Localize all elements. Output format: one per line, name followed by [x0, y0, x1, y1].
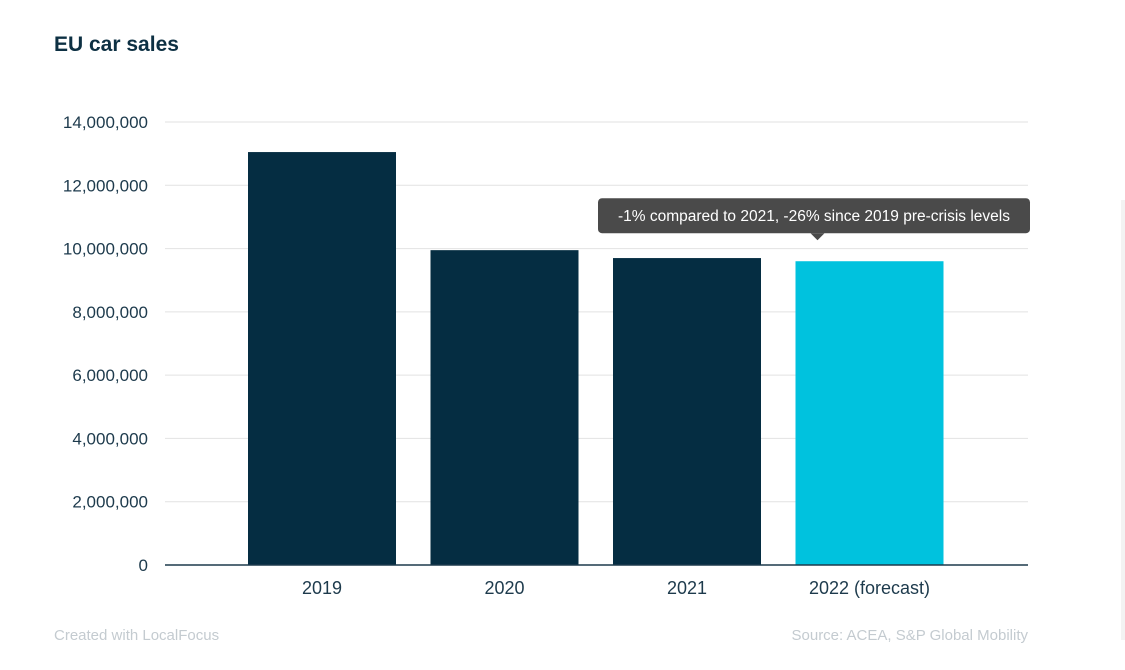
annotation-tooltip: -1% compared to 2021, -26% since 2019 pr… — [598, 198, 1030, 241]
x-category-label: 2020 — [484, 578, 524, 598]
y-tick-label: 2,000,000 — [72, 493, 148, 512]
y-tick-label: 14,000,000 — [63, 113, 148, 132]
bar-2020[interactable] — [430, 250, 579, 565]
right-edge-strip — [1121, 200, 1125, 640]
bar-2022[interactable] — [795, 261, 944, 565]
x-axis-categories: 2019 2020 2021 2022 (forecast) — [302, 578, 930, 598]
y-tick-label: 6,000,000 — [72, 366, 148, 385]
created-with-credit: Created with LocalFocus — [54, 627, 220, 644]
y-tick-label: 8,000,000 — [72, 303, 148, 322]
chart-title: EU car sales — [54, 33, 179, 56]
annotation-pointer — [810, 233, 825, 241]
y-tick-label: 4,000,000 — [72, 429, 148, 448]
x-category-label: 2021 — [667, 578, 707, 598]
bar-2019[interactable] — [248, 152, 396, 565]
x-category-label: 2022 (forecast) — [809, 578, 930, 598]
annotation-text: -1% compared to 2021, -26% since 2019 pr… — [618, 208, 1010, 225]
annotation-box — [598, 198, 1030, 234]
y-tick-label: 12,000,000 — [63, 176, 148, 195]
bar-2021[interactable] — [613, 258, 761, 565]
y-tick-label: 10,000,000 — [63, 240, 148, 259]
y-tick-label: 0 — [139, 556, 148, 575]
x-category-label: 2019 — [302, 578, 342, 598]
bars — [248, 152, 944, 565]
y-axis-ticks: 0 2,000,000 4,000,000 6,000,000 8,000,000 10,… — [63, 113, 148, 575]
source-credit: Source: ACEA, S&P Global Mobility — [791, 627, 1029, 644]
